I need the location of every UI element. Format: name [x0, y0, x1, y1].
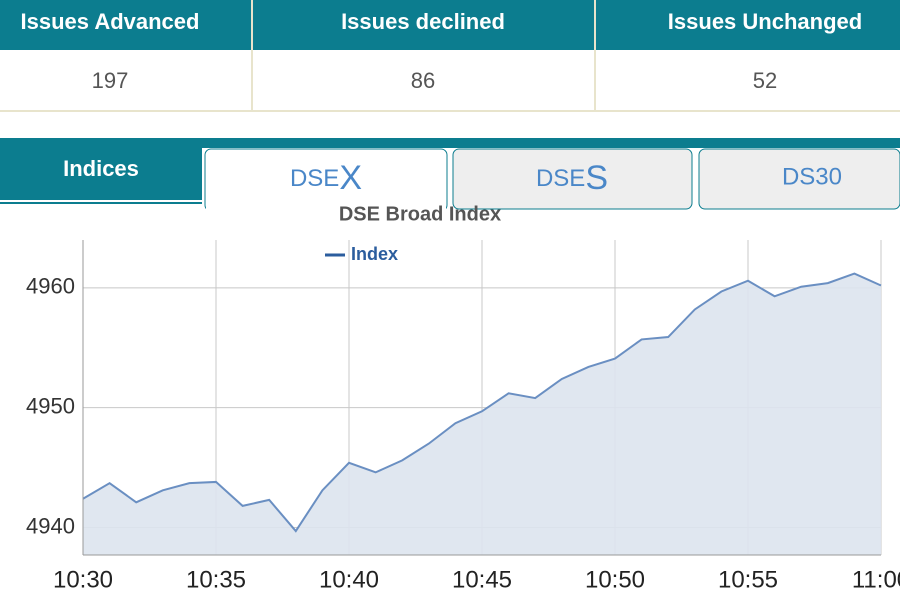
- y-tick-label: 4950: [26, 393, 75, 418]
- chart: 4940 4950 4960 10:30 10:35 10:40 10:45 10:50 10:…: [26, 240, 900, 593]
- chart-title: DSE Broad Index: [339, 203, 501, 225]
- section-tab: [0, 138, 202, 200]
- area: [83, 273, 881, 555]
- legend-label: Index: [351, 244, 398, 264]
- tab-big: S: [585, 159, 608, 197]
- x-tick-label: 10:35: [186, 566, 246, 593]
- stats-value: 52: [753, 68, 777, 93]
- section-label: Indices: [63, 156, 139, 181]
- stats-heading: Issues Unchanged: [668, 9, 862, 34]
- tab-label: DSEX: [290, 159, 362, 197]
- stats-header: [0, 0, 900, 50]
- y-tick-label: 4940: [26, 513, 75, 538]
- stats-heading: Issues declined: [341, 9, 505, 34]
- stats-value: 86: [411, 68, 435, 93]
- x-tick-label: 10:50: [585, 566, 645, 593]
- tab-text: DSE: [536, 165, 585, 192]
- tab-big: X: [339, 159, 362, 197]
- y-tick-label: 4960: [26, 274, 75, 299]
- x-tick-label: 11:00: [852, 566, 900, 593]
- tab-label: DS30: [782, 163, 842, 190]
- tab-join: [206, 200, 446, 212]
- stats-value: 197: [92, 68, 129, 93]
- tab[interactable]: [698, 148, 900, 210]
- tab-text: DSE: [290, 165, 339, 192]
- x-tick-label: 10:55: [718, 566, 778, 593]
- tab-bar: [0, 138, 900, 148]
- x-tick-label: 10:45: [452, 566, 512, 593]
- tab-label: DSES: [536, 159, 608, 197]
- stats-heading: Issues Advanced: [21, 9, 200, 34]
- line: [82, 272, 882, 533]
- x-tick-label: 10:30: [53, 566, 113, 593]
- x-tick-label: 10:40: [319, 566, 379, 593]
- tab[interactable]: [452, 148, 693, 210]
